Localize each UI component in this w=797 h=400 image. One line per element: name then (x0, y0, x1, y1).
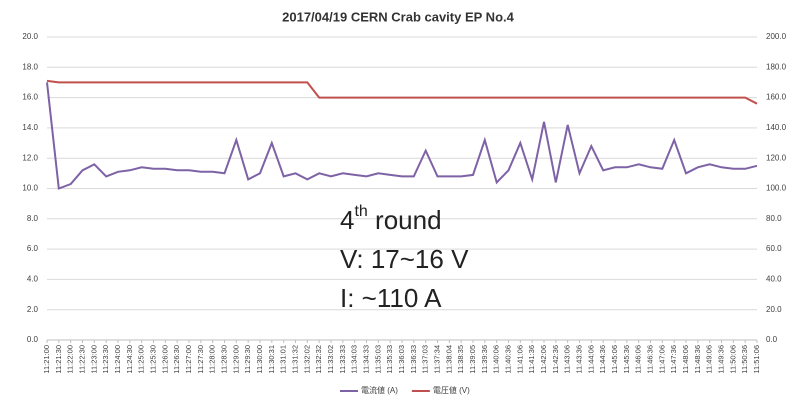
x-tick-label: 11:42:06 (539, 345, 548, 374)
x-tick-label: 11:21:30 (54, 345, 63, 374)
chart-title: 2017/04/19 CERN Crab cavity EP No.4 (282, 9, 514, 24)
y-tick-label: 12.0 (22, 153, 38, 162)
x-tick-label: 11:22:30 (77, 345, 86, 374)
x-tick-label: 11:47:36 (669, 345, 678, 374)
annotation-text: 4 (340, 205, 354, 235)
x-tick-label: 11:35:03 (373, 345, 382, 374)
y-tick-label: 8.0 (27, 214, 39, 223)
series-line (46, 82, 758, 190)
y-tick-label: 10.0 (22, 184, 38, 193)
x-tick-label: 11:31:32 (290, 345, 299, 374)
x-tick-label: 11:23:30 (101, 345, 110, 374)
legend-label: 電流値 (A) (361, 385, 398, 395)
x-tick-label: 11:43:06 (563, 345, 572, 374)
x-tick-label: 11:37:03 (421, 345, 430, 374)
x-tick-label: 11:31:01 (279, 345, 288, 374)
x-tick-label: 11:39:36 (480, 345, 489, 374)
x-tick-label: 11:27:00 (184, 345, 193, 374)
x-tick-label: 11:27:30 (196, 345, 205, 374)
y2-tick-label: 80.0 (766, 214, 782, 223)
x-tick-label: 11:39:05 (468, 345, 477, 374)
x-tick-label: 11:24:00 (113, 345, 122, 374)
x-tick-label: 11:28:00 (208, 345, 217, 374)
x-tick-label: 11:46:36 (645, 345, 654, 374)
series-line (46, 79, 758, 105)
y2-tick-label: 40.0 (766, 275, 782, 284)
x-tick-label: 11:34:33 (361, 345, 370, 374)
x-tick-label: 11:24:30 (125, 345, 134, 374)
y2-tick-label: 160.0 (766, 93, 787, 102)
annotation: I: ~110 A (340, 283, 442, 313)
x-tick-label: 11:40:36 (503, 345, 512, 374)
x-tick-label: 11:37:34 (432, 345, 441, 374)
annotation-text: I: ~110 A (340, 283, 442, 313)
x-tick-label: 11:25:00 (137, 345, 146, 374)
x-tick-label: 11:50:06 (728, 345, 737, 374)
x-tick-label: 11:46:06 (634, 345, 643, 374)
x-tick-label: 11:41:36 (527, 345, 536, 374)
x-tick-label: 11:29:00 (231, 345, 240, 374)
x-tick-label: 11:26:00 (160, 345, 169, 374)
x-tick-label: 11:41:06 (515, 345, 524, 374)
annotation-superscript: th (354, 203, 367, 220)
x-tick-label: 11:47:06 (657, 345, 666, 374)
y-tick-label: 18.0 (22, 62, 38, 71)
y2-tick-label: 120.0 (766, 153, 787, 162)
x-tick-label: 11:38:04 (444, 345, 453, 374)
x-tick-label: 11:45:36 (622, 345, 631, 374)
x-tick-label: 11:23:00 (89, 345, 98, 374)
x-tick-label: 11:44:06 (586, 345, 595, 374)
x-tick-label: 11:21:00 (42, 345, 51, 374)
y-tick-label: 20.0 (22, 32, 38, 41)
y-tick-label: 14.0 (22, 123, 38, 132)
x-tick-label: 11:36:33 (409, 345, 418, 374)
x-tick-label: 11:49:06 (705, 345, 714, 374)
y2-tick-label: 0.0 (766, 335, 778, 344)
x-tick-label: 11:48:06 (681, 345, 690, 374)
x-tick-label: 11:35:33 (385, 345, 394, 374)
x-tick-label: 11:45:06 (610, 345, 619, 374)
y2-tick-label: 60.0 (766, 244, 782, 253)
y2-tick-label: 200.0 (766, 32, 787, 41)
y-tick-label: 16.0 (22, 93, 38, 102)
y-tick-label: 6.0 (27, 244, 39, 253)
y2-tick-label: 180.0 (766, 62, 787, 71)
y2-tick-label: 140.0 (766, 123, 787, 132)
x-tick-label: 11:50:36 (740, 345, 749, 374)
y2-tick-label: 100.0 (766, 184, 787, 193)
annotation: 4th round (340, 203, 442, 235)
y-tick-label: 4.0 (27, 275, 39, 284)
x-tick-label: 11:42:36 (551, 345, 560, 374)
x-tick-label: 11:34:03 (350, 345, 359, 374)
x-tick-label: 11:40:06 (492, 345, 501, 374)
x-tick-label: 11:32:02 (302, 345, 311, 374)
x-tick-label: 11:36:03 (397, 345, 406, 374)
x-tick-label: 11:32:32 (314, 345, 323, 374)
y2-tick-label: 20.0 (766, 305, 782, 314)
y-tick-label: 2.0 (27, 305, 39, 314)
x-tick-label: 11:33:33 (338, 345, 347, 374)
annotation-text: V: 17~16 V (340, 244, 469, 274)
x-tick-label: 11:51:06 (752, 345, 761, 374)
annotation-suffix: round (368, 205, 442, 235)
x-tick-label: 11:43:36 (574, 345, 583, 374)
x-tick-label: 11:22:00 (66, 345, 75, 374)
x-tick-label: 11:25:30 (148, 345, 157, 374)
legend-label: 電圧値 (V) (433, 385, 470, 395)
x-tick-label: 11:49:36 (716, 345, 725, 374)
x-tick-label: 11:28:30 (219, 345, 228, 374)
x-tick-label: 11:30:00 (255, 345, 264, 374)
annotation: V: 17~16 V (340, 244, 469, 274)
x-tick-label: 11:44:36 (598, 345, 607, 374)
x-tick-label: 11:38:35 (456, 345, 465, 374)
x-tick-label: 11:26:30 (172, 345, 181, 374)
x-tick-label: 11:29:30 (243, 345, 252, 374)
x-tick-label: 11:30:31 (267, 345, 276, 374)
x-tick-label: 11:33:02 (326, 345, 335, 374)
y-tick-label: 0.0 (27, 335, 39, 344)
x-tick-label: 11:48:36 (693, 345, 702, 374)
